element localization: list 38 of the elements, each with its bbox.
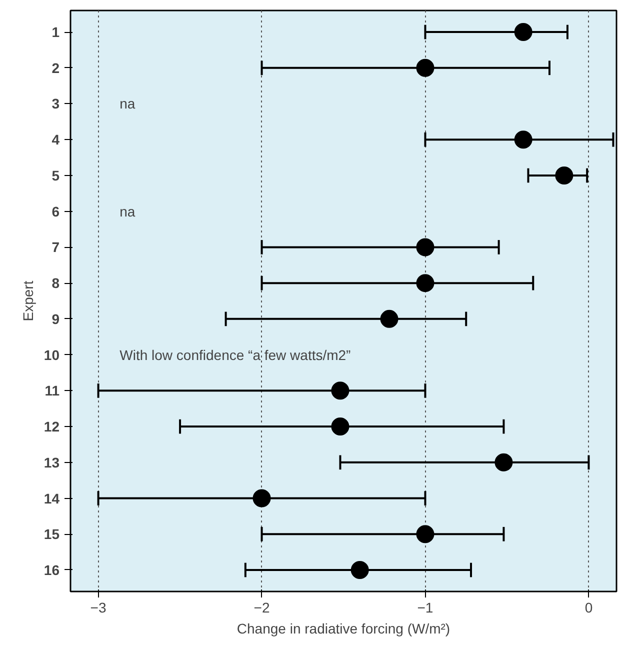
- y-tick-label: 15: [44, 526, 60, 542]
- x-tick-label: 0: [584, 600, 593, 616]
- point: [494, 453, 513, 472]
- y-tick-label: 3: [52, 96, 60, 112]
- y-tick-label: 1: [52, 24, 60, 40]
- x-tick-label: −2: [254, 600, 270, 616]
- y-tick-label: 14: [44, 490, 60, 506]
- point: [416, 525, 434, 544]
- point: [331, 382, 350, 400]
- y-tick-label: 10: [44, 346, 60, 363]
- y-axis-title: Expert: [20, 280, 36, 322]
- y-tick-label: 9: [52, 310, 60, 327]
- x-axis-title: Change in radiative forcing (W/m²): [236, 620, 450, 636]
- y-tick-label: 11: [44, 382, 60, 399]
- annotation: na: [120, 203, 136, 220]
- point: [514, 130, 532, 149]
- annotation: With low confidence “a few watts/m2”: [120, 346, 352, 363]
- y-tick-label: 8: [52, 275, 60, 292]
- annotation: na: [120, 96, 136, 112]
- point: [416, 58, 434, 77]
- x-tick-label: −1: [417, 600, 434, 616]
- y-tick-label: 16: [44, 562, 60, 578]
- y-tick-label: 2: [52, 60, 60, 76]
- point: [252, 489, 271, 508]
- y-tick-label: 4: [52, 132, 60, 148]
- point: [555, 166, 574, 184]
- point: [416, 238, 434, 256]
- point: [416, 274, 434, 292]
- y-tick-label: 7: [52, 239, 60, 256]
- y-tick-label: 13: [44, 454, 60, 470]
- y-tick-label: 5: [52, 167, 60, 184]
- x-tick-label: −3: [90, 600, 106, 616]
- point: [380, 310, 398, 328]
- y-tick-label: 12: [44, 418, 60, 435]
- y-tick-label: 6: [52, 203, 60, 220]
- point: [514, 23, 532, 41]
- point: [331, 418, 350, 436]
- point: [350, 561, 369, 579]
